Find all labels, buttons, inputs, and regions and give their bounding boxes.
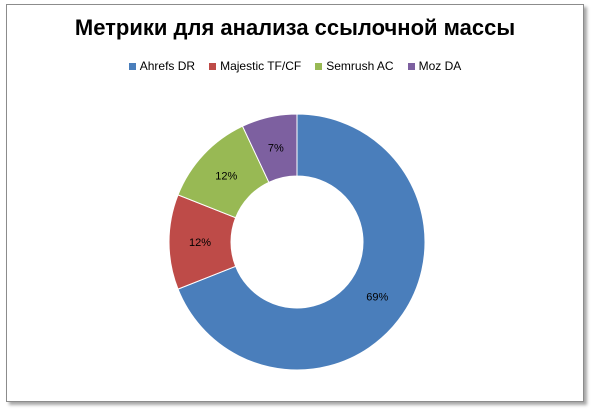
donut-chart: 69% 12% 12% 7% [168,113,426,371]
legend-item-semrush: Semrush AC [315,59,394,73]
legend-item-majestic: Majestic TF/CF [209,59,301,73]
chart-title: Метрики для анализа ссылочной массы [74,15,516,40]
donut-slice-moz [241,113,298,183]
legend-item-ahrefs: Ahrefs DR [128,59,196,73]
legend-swatch-majestic [209,62,217,70]
chart-area: Метрики для анализа ссылочной массы Ahre… [6,4,584,402]
legend-label-semrush: Semrush AC [326,59,394,73]
legend-swatch-moz [407,62,415,70]
data-label-ahrefs: 69% [366,292,388,304]
legend-label-ahrefs: Ahrefs DR [139,59,196,73]
legend-item-moz: Moz DA [407,59,462,73]
data-label-majestic: 12% [189,237,211,249]
legend-swatch-ahrefs [128,62,136,70]
legend-swatch-semrush [315,62,323,70]
donut-slice-ahrefs [177,113,426,371]
legend-label-moz: Moz DA [418,59,462,73]
chart-legend: Ahrefs DR Majestic TF/CF Semrush AC Moz … [7,59,583,73]
data-label-semrush: 12% [215,171,237,183]
data-label-moz: 7% [268,142,284,154]
legend-label-majestic: Majestic TF/CF [220,59,302,73]
